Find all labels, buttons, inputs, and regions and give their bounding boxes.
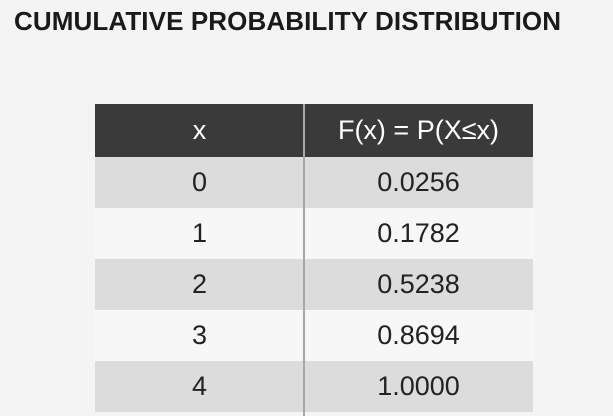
table-row: 1 0.1782 (95, 208, 533, 259)
cell-x: 4 (191, 371, 208, 401)
cell-x: 3 (191, 320, 208, 350)
cell-x: 0 (191, 167, 208, 197)
header-cdf: F(x) = P(X≤x) (337, 115, 500, 145)
page-title: CUMULATIVE PROBABILITY DISTRIBUTION (14, 6, 562, 36)
table-row: 3 0.8694 (95, 310, 533, 361)
cell-x: 1 (191, 218, 208, 248)
table-row: 0 0.0256 (95, 157, 533, 208)
cell-cdf: 0.1782 (377, 218, 460, 248)
table-header-row: x F(x) = P(X≤x) (95, 104, 533, 157)
cdf-table: x F(x) = P(X≤x) 0 0.0256 1 0.1782 2 0.52… (95, 104, 533, 412)
cell-cdf: 0.5238 (377, 269, 460, 299)
cell-cdf: 1.0000 (377, 371, 460, 401)
cell-x: 2 (191, 269, 208, 299)
cell-cdf: 0.8694 (377, 320, 460, 350)
table-row: 4 1.0000 (95, 361, 533, 412)
column-divider (303, 104, 305, 416)
header-x: x (192, 115, 207, 145)
table-row: 2 0.5238 (95, 259, 533, 310)
cell-cdf: 0.0256 (377, 167, 460, 197)
